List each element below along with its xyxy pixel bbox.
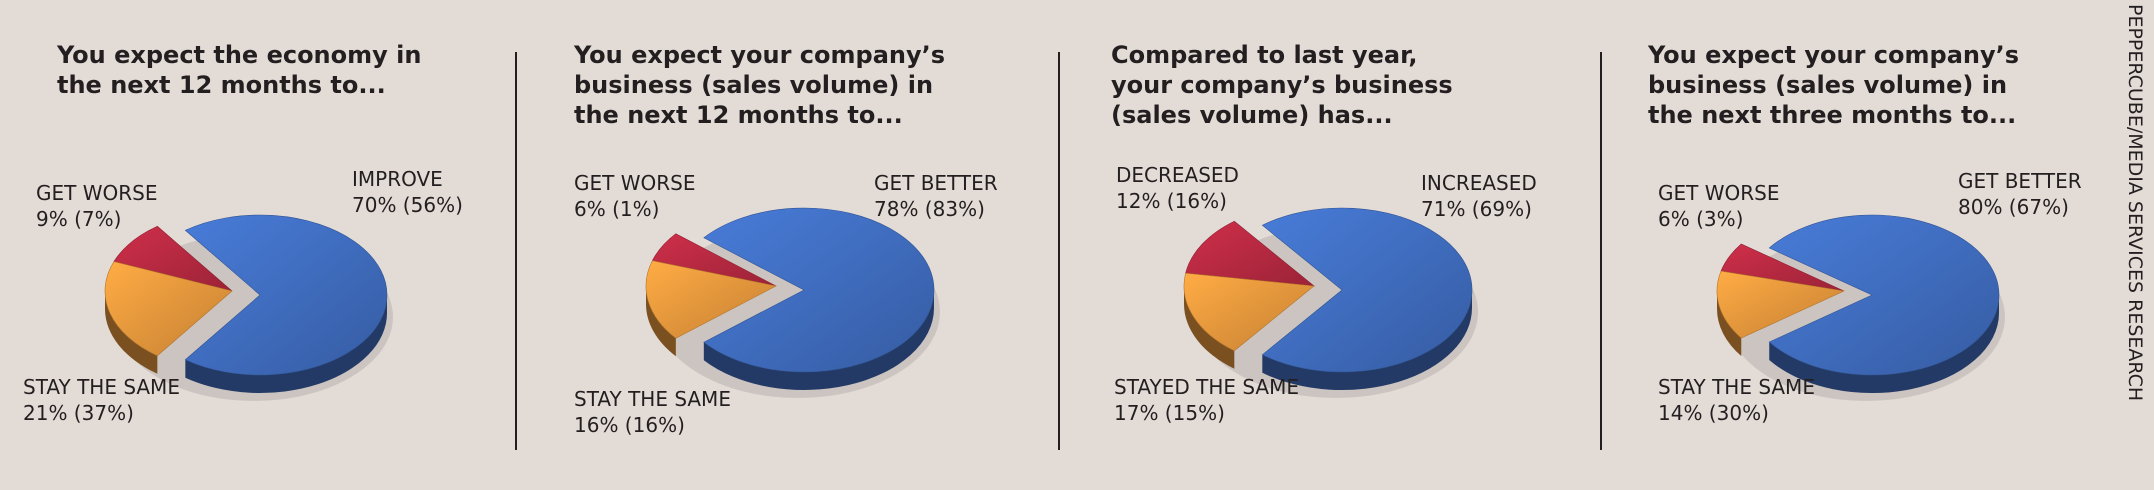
slice-category: STAYED THE SAME	[1114, 375, 1299, 399]
slice-category: STAY THE SAME	[23, 375, 180, 399]
pie-slice	[1183, 272, 1315, 369]
slice-value: 14% (30%)	[1658, 401, 1769, 425]
slice-category: GET BETTER	[1958, 169, 2082, 193]
chart-title-line: the next 12 months to...	[57, 71, 386, 99]
pie-slice	[184, 214, 388, 393]
pie-slice	[104, 261, 233, 374]
slice-value: 16% (16%)	[574, 413, 685, 437]
slice-label-better: GET BETTER 80% (67%)	[1958, 168, 2082, 220]
slice-value: 6% (1%)	[574, 197, 660, 221]
slice-category: IMPROVE	[352, 167, 443, 191]
chart-title-line: business (sales volume) in	[574, 71, 934, 99]
chart-title: You expect the economy in the next 12 mo…	[57, 40, 477, 100]
slice-category: GET WORSE	[574, 171, 696, 195]
slice-category: GET BETTER	[874, 171, 998, 195]
slice-value: 17% (15%)	[1114, 401, 1225, 425]
photo-credit: PEPPERCUBE/MEDIA SERVICES RESEARCH	[2124, 4, 2146, 402]
slice-label-same: STAY THE SAME 16% (16%)	[574, 386, 731, 438]
slice-label-increased: INCREASED 71% (69%)	[1421, 170, 1537, 222]
pie-slice	[1716, 270, 1846, 357]
chart-panel-2: You expect your company’s business (sale…	[540, 0, 1060, 490]
chart-panel-3: Compared to last year, your company’s bu…	[1080, 0, 1600, 490]
slice-label-worse: GET WORSE 9% (7%)	[36, 180, 157, 232]
chart-title: You expect your company’s business (sale…	[1648, 40, 2068, 130]
slice-value: 80% (67%)	[1958, 195, 2069, 219]
pie-chart	[1183, 207, 1478, 398]
slice-value: 78% (83%)	[874, 197, 985, 221]
chart-title-line: You expect your company’s	[574, 41, 946, 69]
slice-value: 12% (16%)	[1116, 189, 1227, 213]
slice-label-same: STAY THE SAME 14% (30%)	[1658, 374, 1815, 426]
panel-divider	[1600, 52, 1602, 450]
chart-title-line: the next 12 months to...	[574, 101, 903, 129]
pie-slice	[1261, 207, 1473, 390]
chart-title-line: Compared to last year,	[1111, 41, 1418, 69]
pie-chart	[104, 214, 393, 401]
chart-title-line: your company’s business	[1111, 71, 1453, 99]
slice-label-decreased: DECREASED 12% (16%)	[1116, 162, 1239, 214]
slice-label-same: STAY THE SAME 21% (37%)	[23, 374, 180, 426]
chart-panel-1: You expect the economy in the next 12 mo…	[0, 0, 520, 490]
slice-value: 71% (69%)	[1421, 197, 1532, 221]
slice-value: 21% (37%)	[23, 401, 134, 425]
chart-title-line: the next three months to...	[1648, 101, 2017, 129]
chart-title-line: business (sales volume) in	[1648, 71, 2008, 99]
slice-value: 70% (56%)	[352, 193, 463, 217]
slice-category: INCREASED	[1421, 171, 1537, 195]
slice-category: STAY THE SAME	[574, 387, 731, 411]
slice-label-worse: GET WORSE 6% (3%)	[1658, 180, 1779, 232]
slice-label-same: STAYED THE SAME 17% (15%)	[1114, 374, 1299, 426]
pie-chart	[1716, 214, 2005, 401]
pie-slice	[645, 260, 777, 357]
chart-title: Compared to last year, your company’s bu…	[1111, 40, 1531, 130]
chart-panel-4: You expect your company’s business (sale…	[1620, 0, 2120, 490]
panel-divider	[1058, 52, 1060, 450]
panel-divider	[515, 52, 517, 450]
slice-category: GET WORSE	[36, 181, 158, 205]
pie-slice	[1768, 214, 2000, 393]
slice-value: 9% (7%)	[36, 207, 122, 231]
chart-title-line: (sales volume) has...	[1111, 101, 1393, 129]
slice-category: GET WORSE	[1658, 181, 1780, 205]
pie-slice	[703, 207, 935, 390]
pie-chart	[645, 207, 940, 398]
slice-label-better: GET BETTER 78% (83%)	[874, 170, 998, 222]
slice-category: STAY THE SAME	[1658, 375, 1815, 399]
chart-title: You expect your company’s business (sale…	[574, 40, 994, 130]
slice-label-worse: GET WORSE 6% (1%)	[574, 170, 695, 222]
pie-slice	[1185, 220, 1315, 287]
chart-title-line: You expect the economy in	[57, 41, 422, 69]
slice-category: DECREASED	[1116, 163, 1239, 187]
chart-title-line: You expect your company’s	[1648, 41, 2020, 69]
slice-value: 6% (3%)	[1658, 207, 1744, 231]
slice-label-improve: IMPROVE 70% (56%)	[352, 166, 463, 218]
